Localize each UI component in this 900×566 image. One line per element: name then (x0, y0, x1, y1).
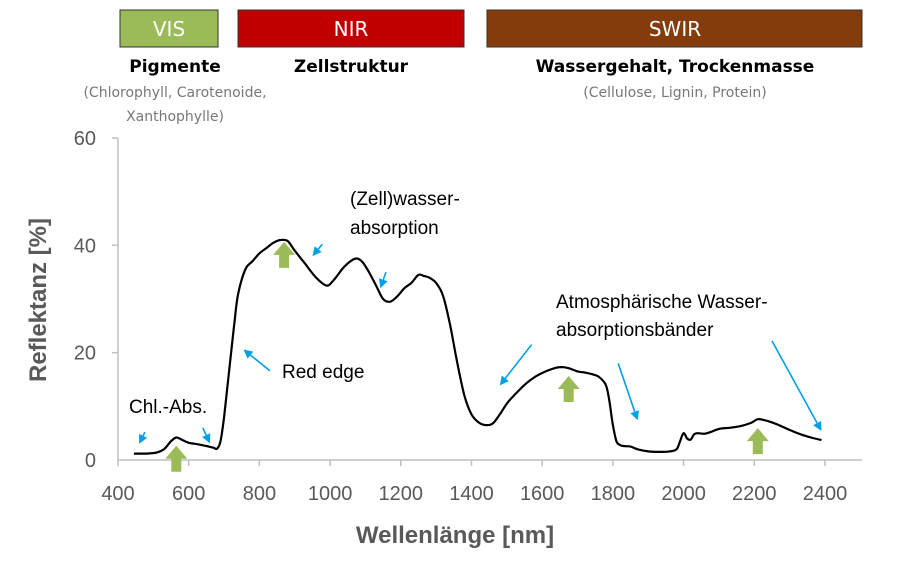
annotations: Chl.-Abs. Red edge (Zell)wasser- absorpt… (129, 189, 768, 418)
y-tick-label: 40 (74, 235, 96, 257)
header-wassergehalt: Wassergehalt, Trockenmasse (536, 57, 815, 77)
x-tick-label: 2000 (661, 483, 706, 505)
subheader-pigmente-line2: Xanthophylle) (126, 109, 224, 125)
blue-arrow (312, 243, 323, 257)
axes (117, 138, 862, 461)
y-tick-label: 0 (85, 450, 96, 472)
subheader-wassergehalt: (Cellulose, Lignin, Protein) (583, 85, 766, 101)
green-up-arrow (746, 428, 769, 455)
annotation-zellwasser-line2: absorption (350, 218, 439, 239)
x-tick-label: 800 (243, 483, 276, 505)
band-box-vis (119, 9, 219, 48)
x-tick-label: 2400 (803, 483, 848, 505)
subheader-pigmente-line1: (Chlorophyll, Carotenoide, (83, 85, 266, 101)
band-label-nir: NIR (334, 17, 369, 41)
reflectance-curve (133, 238, 822, 455)
green-arrows (165, 241, 769, 472)
blue-arrow (243, 349, 271, 372)
x-tick-label: 400 (101, 483, 134, 505)
x-tick-label: 1800 (591, 483, 636, 505)
band-boxes: VIS NIR SWIR (119, 9, 863, 48)
band-headers: Pigmente (Chlorophyll, Carotenoide, Xant… (83, 57, 814, 125)
blue-arrow (617, 363, 639, 421)
y-tick-label: 20 (74, 343, 96, 365)
band-label-swir: SWIR (649, 17, 701, 41)
blue-arrows (139, 243, 822, 444)
band-box-swir (486, 9, 863, 48)
blue-arrow (139, 431, 148, 444)
annotation-chl-abs: Chl.-Abs. (129, 397, 207, 418)
x-tick-label: 1400 (449, 483, 494, 505)
annotation-red-edge: Red edge (282, 362, 364, 383)
x-tick-label: 2200 (732, 483, 777, 505)
green-up-arrow (165, 445, 188, 472)
x-tick-label: 1200 (379, 483, 424, 505)
annotation-atmos-line2: absorptionsbänder (556, 320, 714, 341)
header-pigmente: Pigmente (129, 57, 220, 77)
y-tick-label: 60 (74, 128, 96, 150)
x-tick-label: 600 (172, 483, 205, 505)
y-axis-title: Reflektanz [%] (25, 218, 52, 382)
x-tick-label: 1000 (308, 483, 353, 505)
band-box-nir (237, 9, 465, 48)
axis-ticks: 400 600 800 1000 1200 1400 1600 1800 2000 2200 240… (74, 128, 848, 505)
x-tick-label: 1600 (520, 483, 565, 505)
blue-arrow (202, 427, 211, 444)
green-up-arrow (273, 241, 296, 268)
header-zellstruktur: Zellstruktur (294, 57, 409, 77)
band-label-vis: VIS (153, 17, 185, 41)
x-axis-title: Wellenlänge [nm] (356, 522, 554, 549)
green-up-arrow (557, 376, 580, 402)
blue-arrow (499, 344, 533, 386)
blue-arrow (771, 340, 822, 432)
blue-arrow (379, 271, 388, 289)
annotation-atmos-line1: Atmosphärische Wasser- (556, 292, 768, 313)
annotation-zellwasser-line1: (Zell)wasser- (350, 189, 460, 210)
